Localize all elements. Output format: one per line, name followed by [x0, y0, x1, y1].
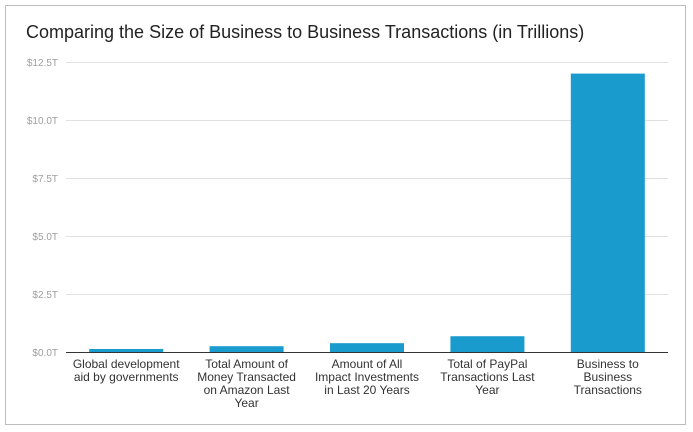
x-tick-label: Total of PayPal Transactions Last Year: [440, 357, 535, 397]
y-tick-label: $7.5T: [32, 174, 58, 185]
y-axis-ticks: $0.0T $2.5T $5.0T $7.5T $10.0T $12.5T: [27, 58, 58, 359]
y-tick-label: $5.0T: [32, 232, 58, 243]
bar: [450, 336, 525, 352]
x-axis-labels: Global development aid by governments Tota…: [73, 357, 642, 410]
y-tick-label: $2.5T: [32, 290, 58, 301]
x-tick-label: Total Amount of Money Transacted on Amazon…: [197, 357, 296, 410]
gridlines: [66, 62, 668, 295]
y-tick-label: $12.5T: [27, 58, 58, 69]
bar: [330, 343, 404, 352]
y-tick-label: $10.0T: [27, 116, 58, 127]
bar: [209, 346, 284, 352]
chart-title: Comparing the Size of Business to Busine…: [26, 22, 585, 42]
x-tick-label: Global development aid by governments: [73, 357, 180, 384]
x-tick-label: Business to Business Transactions: [574, 357, 642, 397]
x-tick-label: Amount of All Impact Investments in Last 2…: [315, 357, 419, 397]
y-tick-label: $0.0T: [32, 348, 58, 359]
bars: [89, 73, 645, 352]
bar: [89, 348, 164, 352]
bar: [570, 73, 645, 352]
